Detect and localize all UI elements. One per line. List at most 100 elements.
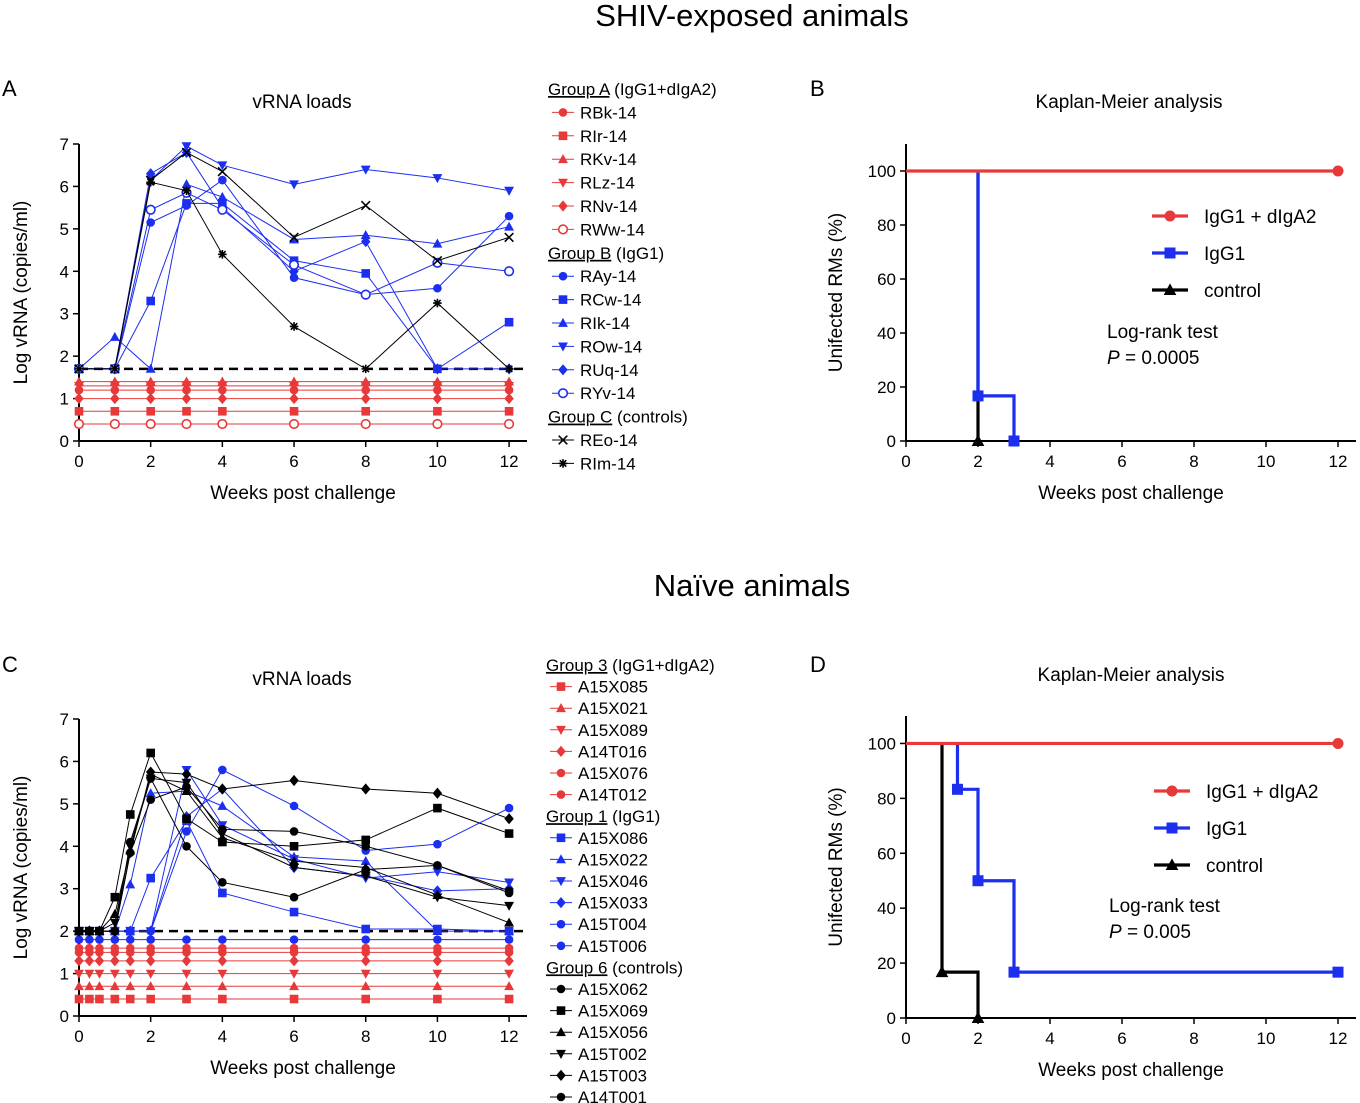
data-point-A14T016 [94, 955, 105, 967]
data-point-A15X022 [360, 855, 371, 866]
data-point-A15X062 [182, 841, 191, 851]
data-point-A15X086 [289, 907, 299, 917]
data-point-A15T003 [217, 783, 228, 795]
data-point-A15T006 [218, 935, 227, 944]
data-point-A14T012 [74, 943, 84, 953]
data-point-A14T001 [218, 825, 227, 834]
x-tick-label: 2 [973, 1029, 982, 1048]
legend-entry-RIk-14: RIk-14 [580, 314, 630, 333]
data-point-A15X021 [109, 981, 120, 991]
data-point-ROw-14 [181, 142, 192, 152]
legend-marker-A15T003 [556, 1069, 566, 1081]
legend-entry-A15T004: A15T004 [578, 915, 647, 934]
data-point-A15T006 [125, 935, 135, 944]
legend-group-heading: Group B (IgG1) [548, 244, 664, 263]
data-point-RYv-14 [503, 266, 515, 277]
data-point-A15X089 [289, 969, 299, 979]
data-point-RWw-14 [145, 418, 156, 430]
data-point-A15X089 [181, 969, 192, 979]
y-axis-label: Log vRNA (copies/ml) [11, 776, 32, 960]
data-point-RLz-14 [360, 381, 371, 392]
legend-entry-A15X022: A15X022 [578, 850, 648, 869]
data-point-A15T004 [125, 926, 135, 936]
data-point-RIm-14 [74, 364, 84, 374]
km-legend-control: control [1206, 856, 1263, 877]
data-point-RLz-14 [145, 381, 156, 392]
data-point-ROw-14 [289, 180, 299, 190]
data-point-RIk-14 [181, 179, 192, 189]
data-point-RNv-14 [289, 392, 299, 405]
y-tick-label: 20 [877, 954, 896, 973]
data-point-A15T004 [433, 839, 442, 849]
panel-title: vRNA loads [252, 669, 351, 690]
legend-marker-A15X021 [556, 703, 566, 713]
legend-marker-RLz-14 [558, 178, 568, 188]
legend-entry-A15X033: A15X033 [578, 894, 648, 913]
x-axis-label: Weeks post challenge [1038, 1060, 1224, 1081]
data-point-A14T012 [289, 943, 299, 953]
data-point-REo-14 [181, 147, 192, 158]
km-point-IgG1 [1008, 966, 1020, 978]
data-point-RNv-14 [74, 392, 84, 405]
legend-marker-RIk-14 [558, 317, 568, 327]
data-point-A15T003 [504, 813, 514, 825]
legend-entry-RCw-14: RCw-14 [580, 291, 641, 310]
legend-group-name: Group 1 [546, 807, 607, 826]
legend-entry-A15X085: A15X085 [578, 678, 648, 697]
data-point-RYv-14 [288, 259, 300, 271]
data-point-A14T012 [182, 943, 191, 953]
data-point-A15X022 [432, 925, 443, 936]
data-point-A15X069 [433, 803, 442, 813]
data-point-RIr-14 [504, 407, 514, 416]
data-point-A15T003 [360, 783, 371, 795]
data-point-A15X085 [85, 994, 94, 1004]
x-tick-label: 0 [74, 452, 83, 471]
data-point-A14T001 [74, 926, 84, 936]
y-tick-label: 4 [60, 262, 69, 281]
x-tick-label: 6 [1117, 452, 1126, 471]
data-point-RWw-14 [73, 418, 85, 430]
data-point-A15X089 [109, 969, 120, 979]
km-legend-IgG1 + dIgA2: IgG1 + dIgA2 [1206, 782, 1319, 803]
km-curve-control [940, 743, 980, 1018]
x-tick-label: 2 [146, 452, 155, 471]
data-point-A15X056 [109, 909, 120, 919]
y-tick-label: 5 [60, 220, 69, 239]
data-point-A14T001 [110, 926, 120, 936]
legend-entry-RIm-14: RIm-14 [580, 454, 636, 473]
data-point-REo-14 [289, 232, 299, 243]
km-legend-IgG1 + dIgA2: IgG1 + dIgA2 [1204, 207, 1317, 228]
x-tick-label: 6 [289, 1027, 298, 1046]
data-point-RUq-14 [145, 168, 156, 180]
data-point-A14T001 [433, 861, 442, 870]
legend-group-suffix: (IgG1) [607, 807, 660, 826]
data-point-A15X085 [146, 994, 155, 1004]
data-point-A15T006 [433, 935, 442, 944]
legend-marker-A15T002 [556, 1049, 566, 1059]
data-point-A15X085 [125, 994, 135, 1004]
data-point-A15X021 [360, 981, 371, 991]
data-point-A15X069 [182, 814, 191, 824]
data-point-RIr-14 [433, 407, 442, 416]
y-tick-label: 3 [60, 880, 69, 899]
data-point-RYv-14 [217, 204, 228, 215]
y-axis-label: Unifected RMs (%) [826, 787, 847, 946]
data-point-A15X089 [504, 969, 515, 979]
data-point-A14T012 [95, 943, 104, 953]
data-point-REo-14 [504, 232, 514, 243]
data-point-A15T006 [95, 935, 104, 944]
legend-entry-RBk-14: RBk-14 [580, 103, 637, 122]
data-point-A15X056 [289, 855, 299, 866]
data-point-A15X085 [110, 994, 120, 1004]
y-tick-label: 5 [60, 795, 69, 814]
km-point-control [971, 434, 985, 446]
data-point-A15T002 [504, 901, 515, 911]
y-tick-label: 20 [877, 378, 896, 397]
data-point-A15X021 [181, 981, 192, 991]
data-point-A14T016 [74, 955, 84, 967]
legend-entry-A15X021: A15X021 [578, 699, 648, 718]
data-point-RIm-14 [504, 364, 514, 374]
data-point-RLz-14 [109, 381, 120, 392]
y-tick-label: 0 [60, 1007, 69, 1026]
